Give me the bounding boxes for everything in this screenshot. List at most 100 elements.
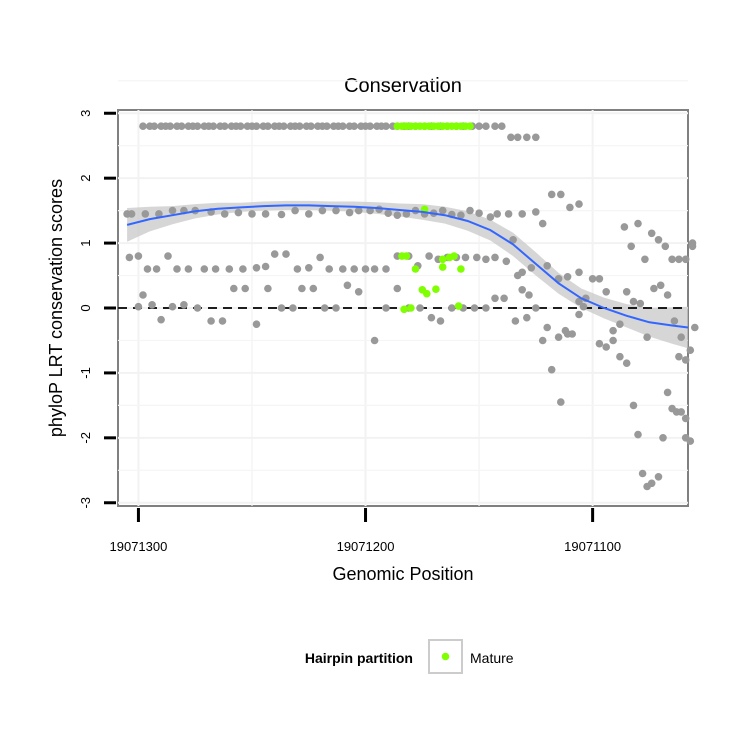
point [609,336,617,345]
point [234,208,243,217]
point [575,200,583,208]
point [177,122,186,130]
y-tick-label: 1 [78,239,93,246]
point [634,219,642,228]
point [470,304,479,312]
point [270,250,279,258]
point [647,229,656,238]
point [416,304,424,312]
y-tick-label: -2 [78,432,93,444]
point [345,208,354,217]
x-tick-label: 19071100 [564,539,621,554]
point [532,133,540,142]
point-mature [402,252,411,260]
point [491,122,499,130]
point [482,304,490,312]
point [230,284,238,293]
point [563,273,572,281]
point [656,281,665,290]
legend-key-mature [441,652,450,661]
point [595,339,604,348]
point [241,284,249,293]
point [305,264,313,272]
point [473,253,481,262]
point [127,210,136,218]
point [595,275,604,283]
point [677,408,685,416]
point [354,288,363,296]
confidence-ribbon-layer [127,200,689,349]
point [323,122,331,130]
point [547,365,556,374]
point [264,122,272,130]
point [370,336,379,345]
point [688,239,697,247]
point [677,333,685,342]
point [523,133,531,142]
point [307,122,315,130]
point-mature [438,263,447,271]
x-tick-label: 19071200 [337,539,395,554]
confidence-ribbon [127,200,689,349]
point [650,284,658,293]
point [343,281,352,290]
point [236,122,245,130]
point-mature [407,304,415,312]
point [382,122,390,130]
point [141,210,150,218]
point [616,352,624,361]
legend-label-mature: Mature [470,650,514,666]
point [220,122,229,130]
point [575,297,583,306]
y-tick-label: -1 [78,367,93,379]
axes: 19071300 19071200 19071100 -3 -2 -1 0 1 2 3 [78,110,621,554]
point [629,401,638,410]
point [277,210,286,219]
point [527,264,536,272]
point [681,356,690,364]
point [332,206,340,215]
point [184,265,193,273]
point [647,479,656,488]
point [143,265,152,273]
smooth-line-layer [126,204,689,329]
point [538,336,547,345]
point [525,291,533,299]
point-mature [432,285,440,294]
grid-lines [118,80,688,506]
point [491,253,499,262]
point [609,326,617,335]
point [166,122,174,130]
point [436,317,445,325]
point [168,206,177,215]
point [575,268,583,277]
point [554,333,563,342]
point [629,297,638,306]
point [482,122,490,130]
point [575,310,583,319]
point [532,304,540,312]
point [180,301,188,309]
point [681,414,690,423]
point [295,122,304,130]
point [438,206,447,215]
point [370,265,379,273]
point [382,265,390,273]
point [293,265,302,273]
point [538,219,547,228]
point [504,210,513,218]
point [518,210,526,218]
point [134,302,143,311]
point [316,253,324,262]
point [622,359,631,368]
point [659,434,667,442]
point [681,255,690,264]
point [663,388,672,397]
point [157,315,165,324]
point [261,262,270,271]
point [277,304,286,312]
point [209,122,218,130]
point [218,317,227,325]
point [320,304,329,312]
